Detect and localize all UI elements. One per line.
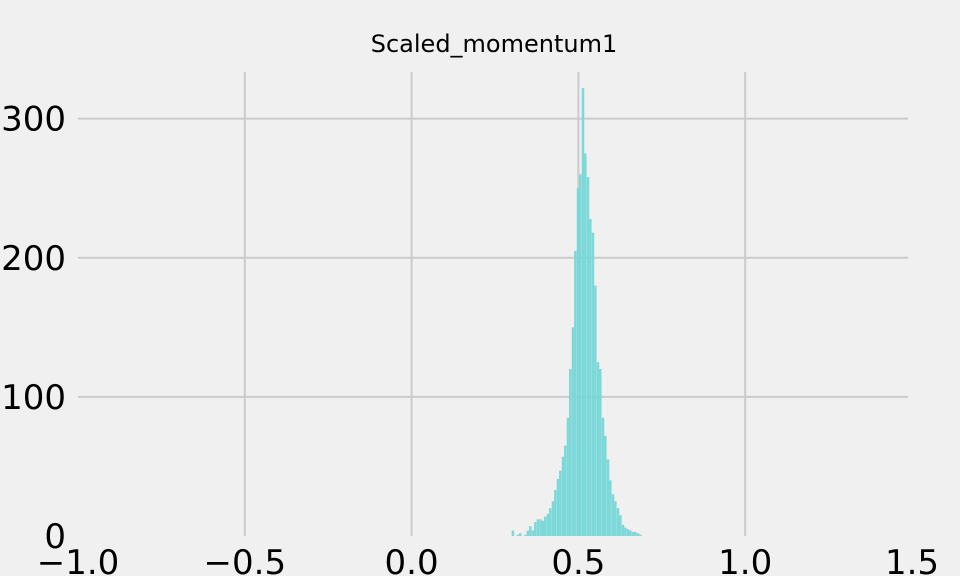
histogram-bar xyxy=(539,519,542,536)
histogram-bar xyxy=(619,515,622,536)
histogram-bar xyxy=(534,522,537,536)
histogram-bar xyxy=(549,508,552,536)
histogram-bar xyxy=(551,501,555,536)
x-tick-label: 0.0 xyxy=(385,543,439,576)
histogram-bar xyxy=(566,417,570,536)
histogram-bar xyxy=(541,520,545,536)
histogram-bar xyxy=(569,369,572,536)
y-gridlines xyxy=(78,117,908,398)
histogram-bar xyxy=(636,533,640,536)
histogram-bar xyxy=(601,417,605,536)
histogram-bar xyxy=(571,327,575,536)
histogram-bar xyxy=(609,480,612,536)
histogram-bar xyxy=(536,519,540,536)
histogram-bar xyxy=(529,526,532,536)
histogram-bar xyxy=(564,445,567,536)
histogram-bar xyxy=(516,534,520,536)
histogram-bar xyxy=(631,531,635,536)
histogram-bar xyxy=(604,435,607,536)
histogram-bar xyxy=(526,530,530,536)
histogram-bar xyxy=(634,531,637,536)
histogram-bar xyxy=(584,153,587,536)
histogram-bar xyxy=(599,369,602,536)
histogram-bar xyxy=(626,529,630,536)
histogram-bar xyxy=(574,250,577,536)
x-tick-label: −0.5 xyxy=(204,543,287,576)
histogram-bar xyxy=(606,459,610,536)
histogram-bar xyxy=(581,88,585,536)
histogram-bar xyxy=(589,218,592,536)
histogram-bar xyxy=(559,470,562,536)
y-tick-label: 100 xyxy=(1,378,66,418)
histogram-bar xyxy=(611,494,615,536)
histogram-bar xyxy=(621,524,625,536)
histogram-bar xyxy=(554,490,557,536)
histogram-bar xyxy=(586,177,590,536)
y-tick-label: 0 xyxy=(44,517,66,557)
x-tick-label: 0.5 xyxy=(551,543,605,576)
histogram-bar xyxy=(579,174,582,536)
histogram-bar xyxy=(616,508,620,536)
x-tick-label: 1.0 xyxy=(718,543,772,576)
histogram-bar xyxy=(591,232,595,536)
y-tick-label: 300 xyxy=(1,100,66,140)
histogram-bar xyxy=(596,362,600,536)
histogram-bar xyxy=(519,533,522,536)
chart-title: Scaled_momentum1 xyxy=(371,30,618,58)
y-tick-label: 200 xyxy=(1,239,66,279)
histogram-bar xyxy=(556,478,560,536)
histogram-bar xyxy=(639,534,642,536)
x-tick-label: 1.5 xyxy=(885,543,939,576)
histogram-bar xyxy=(624,527,627,536)
x-tick-label: −1.0 xyxy=(37,543,120,576)
histogram-bar xyxy=(576,188,580,536)
histogram-bar xyxy=(629,530,632,536)
x-tick-labels: −1.0 −0.5 0.0 0.5 1.0 1.5 xyxy=(37,543,939,576)
histogram-bar xyxy=(594,285,597,536)
histogram-bar xyxy=(546,513,550,536)
histogram-bar xyxy=(614,501,617,536)
histogram-bar xyxy=(544,516,547,536)
y-tick-labels: 0 100 200 300 xyxy=(1,100,66,557)
histogram-bar xyxy=(531,530,535,536)
histogram-bar xyxy=(524,534,527,536)
histogram-bar xyxy=(511,530,515,536)
histogram-bar xyxy=(561,456,565,536)
histogram-bars xyxy=(511,88,642,536)
